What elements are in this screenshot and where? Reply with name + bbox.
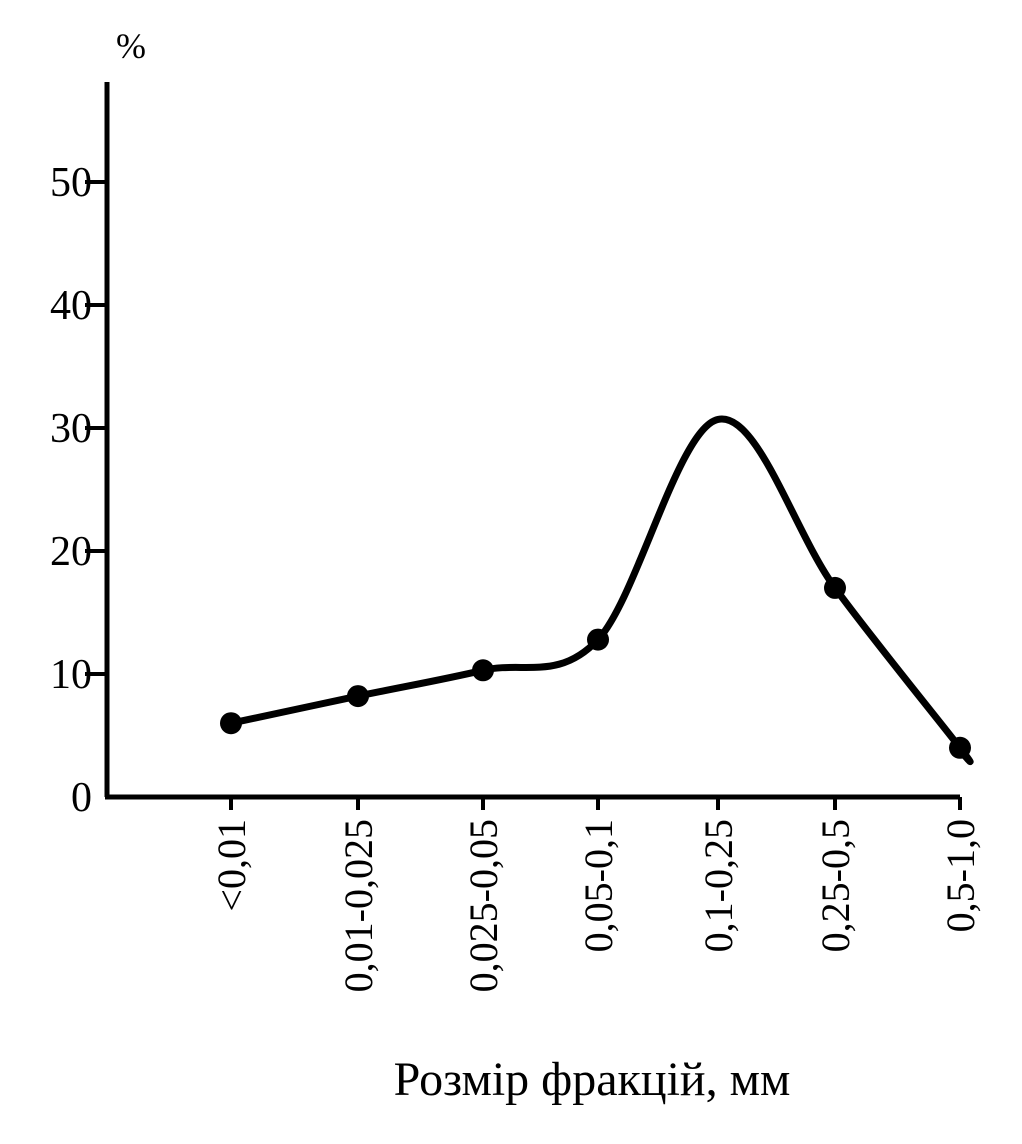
x-ticks: <0,01 0,01-0,025 0,025-0,05 0,05-0,1 0,1-0,2… bbox=[209, 797, 983, 992]
y-tick-label: 50 bbox=[50, 160, 92, 206]
series-line bbox=[227, 415, 974, 765]
x-tick-label: 0,5-1,0 bbox=[938, 819, 983, 932]
data-markers bbox=[220, 576, 971, 759]
x-tick-label: 0,25-0,5 bbox=[813, 819, 858, 952]
data-point-marker bbox=[220, 712, 242, 735]
x-axis-title: Розмір фракцій, мм bbox=[394, 1053, 791, 1106]
data-point-marker bbox=[472, 659, 494, 682]
y-tick-label: 40 bbox=[50, 283, 92, 329]
data-point-marker bbox=[824, 576, 846, 599]
x-tick-label: 0,025-0,05 bbox=[461, 819, 506, 992]
axes bbox=[104, 82, 960, 800]
data-point-marker bbox=[949, 736, 971, 759]
x-tick-label: 0,05-0,1 bbox=[576, 819, 621, 952]
data-point-marker bbox=[347, 685, 369, 708]
x-tick-label: 0,01-0,025 bbox=[336, 819, 381, 992]
x-tick-label: <0,01 bbox=[209, 819, 254, 912]
y-tick-label: 30 bbox=[50, 406, 92, 452]
y-tick-label: 0 bbox=[71, 775, 92, 821]
y-tick-label: 20 bbox=[50, 529, 92, 575]
y-axis-unit-label: % bbox=[116, 26, 146, 66]
y-ticks: 0 10 20 30 40 50 bbox=[50, 160, 107, 821]
y-tick-label: 10 bbox=[50, 652, 92, 698]
data-point-marker bbox=[587, 628, 609, 651]
x-tick-label: 0,1-0,25 bbox=[696, 819, 741, 952]
